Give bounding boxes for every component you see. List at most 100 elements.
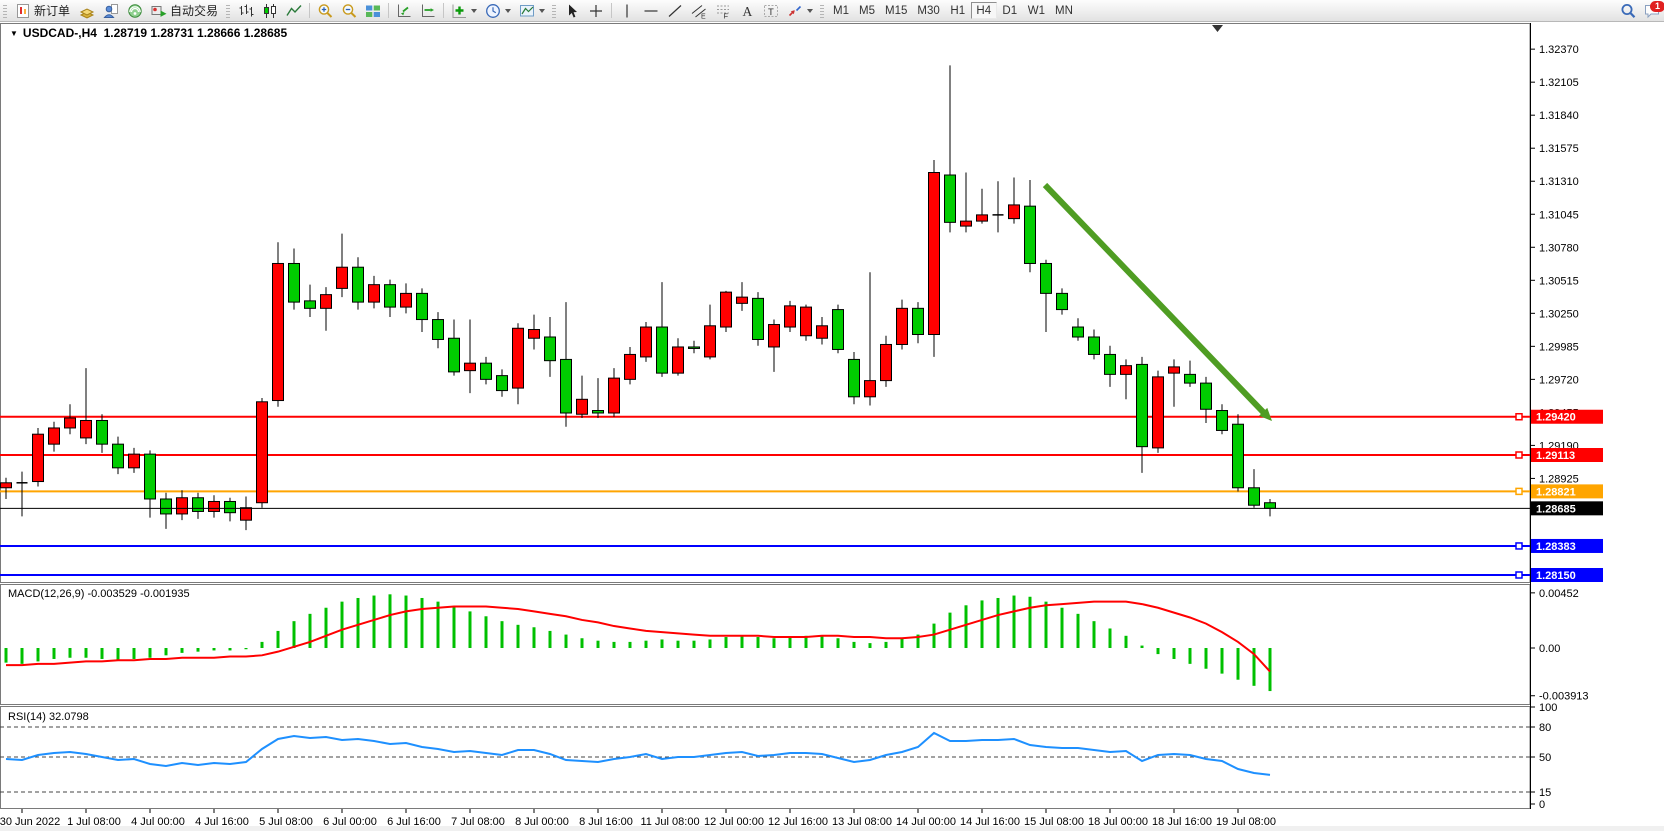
level-lines[interactable]: [0, 412, 1530, 579]
fibonacci-button[interactable]: F: [711, 1, 735, 20]
svg-text:11 Jul 08:00: 11 Jul 08:00: [640, 816, 699, 828]
channel-icon: E: [691, 3, 707, 19]
chevron-down-icon[interactable]: [807, 8, 814, 13]
timeframe-m15[interactable]: M15: [880, 2, 912, 19]
bull-candle: [896, 307, 908, 345]
bull-candle: [128, 453, 140, 469]
bull-candle: [1152, 376, 1164, 449]
autotrading-button[interactable]: 自动交易: [147, 1, 223, 20]
toolbar-grip[interactable]: [552, 3, 557, 18]
chart-shift-button[interactable]: [416, 1, 440, 20]
channel-button[interactable]: E: [687, 1, 711, 20]
svg-text:1 Jul 08:00: 1 Jul 08:00: [67, 816, 121, 828]
macd-indicator-label: MACD(12,26,9) -0.003529 -0.001935: [8, 588, 190, 600]
crosshair-button[interactable]: [584, 1, 608, 20]
trend-arrow[interactable]: [1042, 182, 1272, 421]
svg-text:80: 80: [1539, 722, 1551, 734]
periods-button[interactable]: [481, 1, 515, 20]
chart-ohlc-quote: 1.28719 1.28731 1.28666 1.28685: [103, 26, 288, 40]
timeframe-m1[interactable]: M1: [828, 2, 854, 19]
bull-candle: [368, 284, 380, 303]
bear-candle: [848, 358, 860, 398]
svg-text:1.28150: 1.28150: [1536, 570, 1576, 582]
toolbar-grip[interactable]: [820, 3, 825, 18]
horizontal-line-button[interactable]: [639, 1, 663, 20]
cursor-button[interactable]: [560, 1, 584, 20]
svg-text:6 Jul 00:00: 6 Jul 00:00: [323, 816, 377, 828]
zoom-in-icon: [317, 3, 333, 19]
candlestick-button[interactable]: [258, 1, 282, 20]
timeframe-w1[interactable]: W1: [1023, 2, 1050, 19]
toolbar-separator: [309, 3, 311, 18]
bear-candle: [144, 453, 156, 500]
bull-candle: [816, 325, 828, 339]
svg-text:1.30515: 1.30515: [1539, 275, 1579, 287]
chat-button[interactable]: 1: [1640, 0, 1664, 20]
svg-text:A: A: [743, 4, 753, 19]
templates-button[interactable]: [515, 1, 549, 20]
timeframe-h4[interactable]: H4: [970, 2, 997, 19]
zoom-in-button[interactable]: [313, 1, 337, 20]
bear-candle: [96, 419, 108, 445]
text-button[interactable]: A: [735, 1, 759, 20]
chevron-down-icon[interactable]: [505, 8, 512, 13]
text-label-button[interactable]: T: [759, 1, 783, 20]
bear-candle: [304, 300, 316, 309]
auto-scroll-button[interactable]: [392, 1, 416, 20]
chart-shift-marker[interactable]: [1212, 25, 1223, 32]
svg-text:F: F: [724, 11, 729, 19]
profile-button[interactable]: [75, 1, 99, 20]
svg-text:4 Jul 16:00: 4 Jul 16:00: [195, 816, 249, 828]
bear-candle: [384, 284, 396, 308]
bear-candle: [1200, 382, 1212, 410]
svg-text:1.31310: 1.31310: [1539, 176, 1579, 188]
vline-icon: [619, 3, 635, 19]
bear-candle: [160, 498, 172, 515]
chevron-down-icon[interactable]: [471, 8, 478, 13]
price-chart[interactable]: 1.32370 1.32105 1.31840 1.31575 1.31310 1.310…: [0, 21, 1664, 831]
tile-windows-button[interactable]: [361, 1, 385, 20]
toolbar-grip[interactable]: [226, 3, 231, 18]
timeframe-h1[interactable]: H1: [945, 2, 971, 19]
new-order-button[interactable]: 新订单: [11, 1, 75, 20]
signals-button[interactable]: [123, 1, 147, 20]
bull-candle: [720, 291, 732, 328]
bull-candle: [576, 398, 588, 415]
bear-candle: [480, 362, 492, 380]
svg-text:14 Jul 00:00: 14 Jul 00:00: [896, 816, 956, 828]
market-watch-button[interactable]: [99, 1, 123, 20]
trendline-button[interactable]: [663, 1, 687, 20]
bar-chart-button[interactable]: [234, 1, 258, 20]
arrows-button[interactable]: [783, 1, 817, 20]
indicators-icon: [451, 3, 467, 19]
svg-text:1.32370: 1.32370: [1539, 44, 1579, 56]
svg-text:0.00: 0.00: [1539, 643, 1560, 655]
bear-candle: [352, 266, 364, 303]
bull-candle: [512, 327, 524, 389]
macd-signal-line: [6, 600, 1271, 673]
indicators-button[interactable]: [447, 1, 481, 20]
notification-badge: 1: [1650, 0, 1664, 12]
timeframe-d1[interactable]: D1: [997, 2, 1023, 19]
search-button[interactable]: [1616, 1, 1640, 20]
vertical-line-button[interactable]: [615, 1, 639, 20]
bear-candle: [1136, 363, 1148, 448]
macd-pane: [4, 594, 1272, 692]
bull-candle: [800, 306, 812, 337]
label-icon: T: [763, 3, 779, 19]
rsi-line: [5, 731, 1271, 776]
chevron-down-icon[interactable]: [539, 8, 546, 13]
timeframe-m5[interactable]: M5: [854, 2, 880, 19]
timeframe-m30[interactable]: M30: [912, 2, 944, 19]
chart-window[interactable]: 1.32370 1.32105 1.31840 1.31575 1.31310 1.310…: [0, 21, 1664, 831]
svg-text:100: 100: [1539, 702, 1557, 714]
timeframe-mn[interactable]: MN: [1050, 2, 1078, 19]
chevron-down-icon[interactable]: ▼: [10, 29, 18, 38]
toolbar-grip[interactable]: [3, 3, 7, 18]
zoom-out-button[interactable]: [337, 1, 361, 20]
bear-candle: [1248, 487, 1260, 506]
svg-text:6 Jul 16:00: 6 Jul 16:00: [387, 816, 441, 828]
line-chart-button[interactable]: [282, 1, 306, 20]
bull-candle: [320, 294, 332, 309]
bull-candle: [784, 305, 796, 328]
